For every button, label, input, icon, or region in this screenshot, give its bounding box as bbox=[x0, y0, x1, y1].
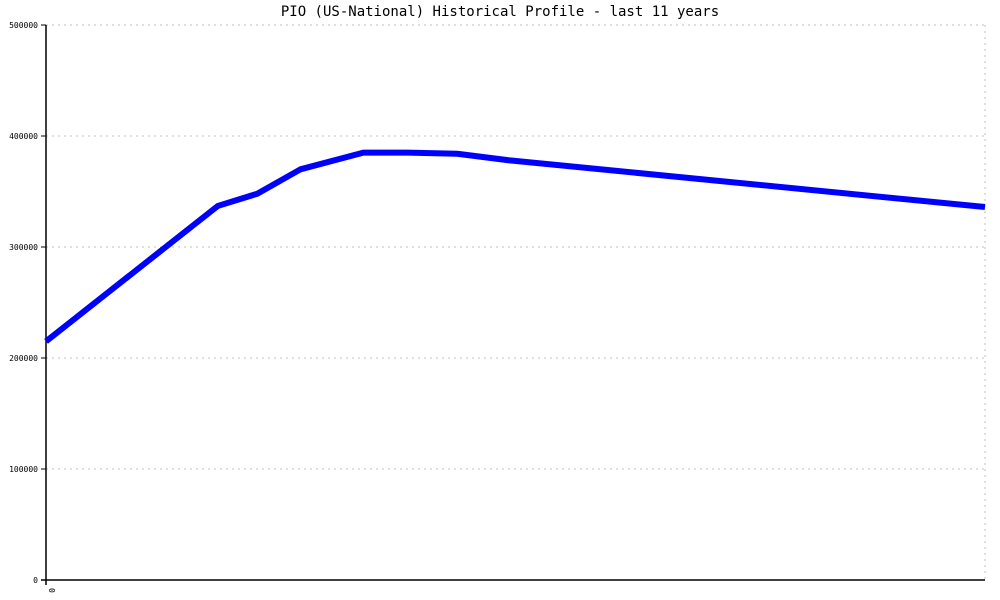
y-tick-label: 500000 bbox=[9, 21, 38, 30]
y-tick-label: 100000 bbox=[9, 465, 38, 474]
y-tick-label: 0 bbox=[33, 576, 38, 585]
y-tick-label: 200000 bbox=[9, 354, 38, 363]
y-tick-label: 400000 bbox=[9, 132, 38, 141]
x-tick-label: 0 bbox=[47, 588, 56, 593]
series-line bbox=[44, 149, 986, 344]
chart-title: PIO (US-National) Historical Profile - l… bbox=[280, 4, 720, 20]
y-tick-label: 300000 bbox=[9, 243, 38, 252]
